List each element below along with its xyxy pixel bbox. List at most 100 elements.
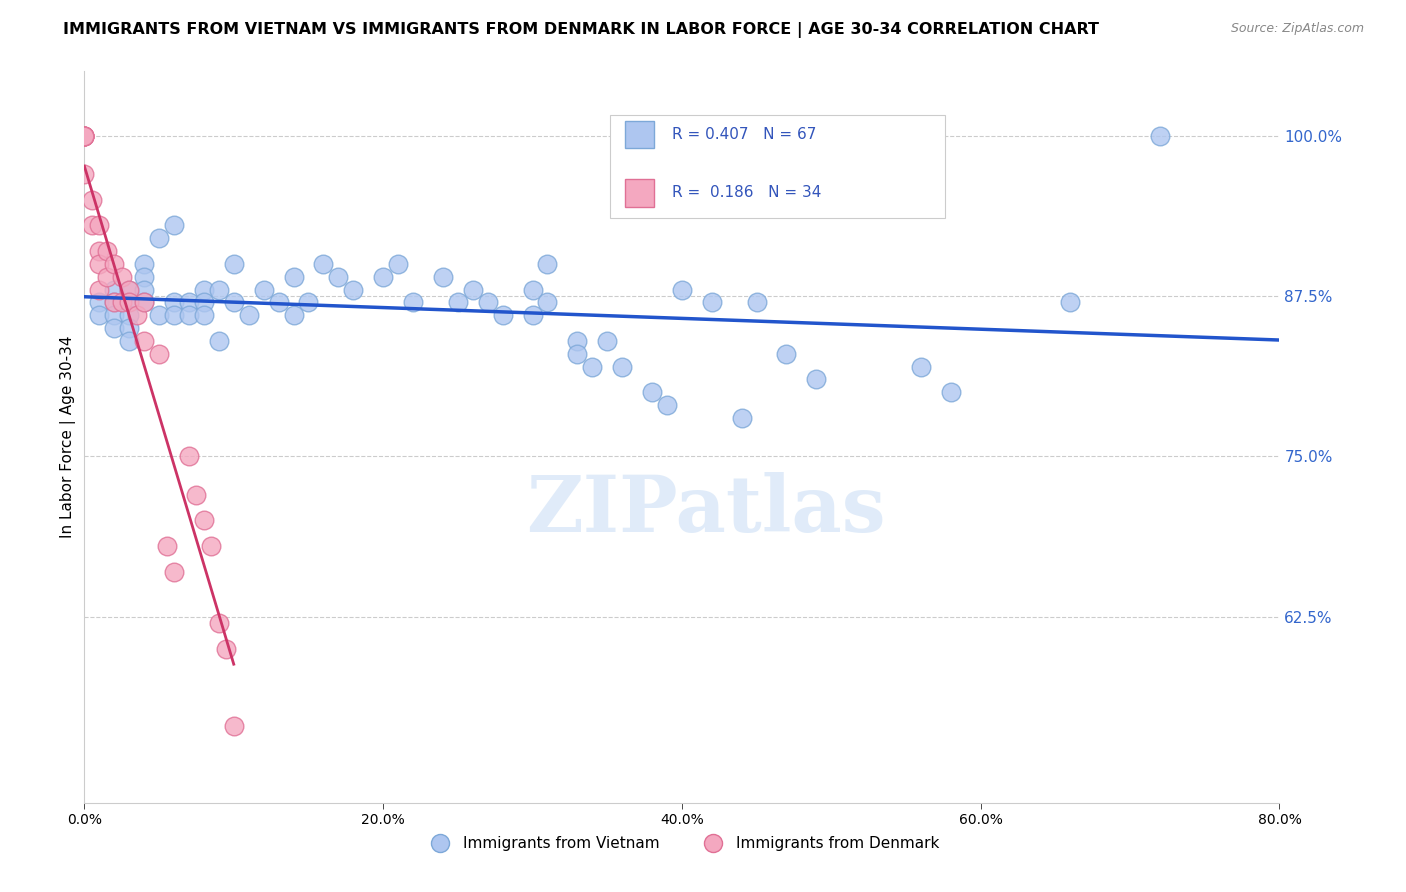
Point <box>163 565 186 579</box>
Point <box>200 539 222 553</box>
Point <box>939 385 962 400</box>
Point <box>155 539 177 553</box>
Point <box>103 283 125 297</box>
Point <box>96 269 118 284</box>
Legend: Immigrants from Vietnam, Immigrants from Denmark: Immigrants from Vietnam, Immigrants from… <box>419 830 945 857</box>
Point <box>111 295 134 310</box>
Point <box>125 308 148 322</box>
Point <box>536 257 558 271</box>
Point <box>103 321 125 335</box>
Point <box>118 334 141 348</box>
Point <box>118 283 141 297</box>
Point <box>132 295 156 310</box>
Point <box>477 295 499 310</box>
Point <box>731 410 754 425</box>
Point <box>193 514 215 528</box>
Text: IMMIGRANTS FROM VIETNAM VS IMMIGRANTS FROM DENMARK IN LABOR FORCE | AGE 30-34 CO: IMMIGRANTS FROM VIETNAM VS IMMIGRANTS FR… <box>63 22 1099 38</box>
Point <box>73 167 96 181</box>
Point <box>238 308 260 322</box>
Point <box>655 398 678 412</box>
Point <box>1149 128 1171 143</box>
Point <box>103 257 125 271</box>
Point <box>118 295 141 310</box>
Point <box>132 283 156 297</box>
Point <box>387 257 409 271</box>
Point <box>283 269 305 284</box>
Point <box>596 334 619 348</box>
Text: R =  0.186   N = 34: R = 0.186 N = 34 <box>672 186 821 201</box>
Point <box>208 283 231 297</box>
Point <box>111 269 134 284</box>
Point <box>222 257 245 271</box>
Point <box>193 283 215 297</box>
Point <box>328 269 350 284</box>
Point <box>80 219 103 233</box>
Point <box>567 334 589 348</box>
Point <box>118 308 141 322</box>
Point <box>193 295 215 310</box>
Point <box>806 372 828 386</box>
Point <box>215 641 238 656</box>
Text: ZIPatlas: ZIPatlas <box>526 472 886 549</box>
Point <box>700 295 723 310</box>
Point <box>910 359 932 374</box>
Point <box>118 295 141 310</box>
Point <box>118 283 141 297</box>
Point <box>103 308 125 322</box>
Point <box>73 128 96 143</box>
Point <box>186 488 208 502</box>
Point <box>163 308 186 322</box>
Point <box>492 308 515 322</box>
Point <box>132 269 156 284</box>
Point <box>103 295 125 310</box>
Point <box>73 128 96 143</box>
Point <box>193 308 215 322</box>
Point <box>447 295 470 310</box>
Bar <box>624 120 654 148</box>
Point <box>342 283 364 297</box>
Point <box>89 257 111 271</box>
Point <box>522 283 544 297</box>
Point <box>208 616 231 631</box>
Point <box>148 308 170 322</box>
Point <box>612 359 634 374</box>
Point <box>177 295 200 310</box>
Point <box>536 295 558 310</box>
Point <box>177 308 200 322</box>
Point <box>73 128 96 143</box>
Point <box>118 321 141 335</box>
Point <box>177 450 200 464</box>
Point <box>283 308 305 322</box>
Point <box>567 346 589 360</box>
Point <box>522 308 544 322</box>
Text: R = 0.407   N = 67: R = 0.407 N = 67 <box>672 127 817 142</box>
Point <box>132 295 156 310</box>
Point <box>1059 295 1081 310</box>
Point <box>297 295 319 310</box>
Point <box>671 283 693 297</box>
Point <box>373 269 395 284</box>
Text: Source: ZipAtlas.com: Source: ZipAtlas.com <box>1230 22 1364 36</box>
Point <box>89 244 111 258</box>
Point <box>267 295 290 310</box>
Point <box>73 128 96 143</box>
Point <box>432 269 454 284</box>
Point <box>89 308 111 322</box>
Point <box>745 295 768 310</box>
Point <box>208 334 231 348</box>
Point <box>132 257 156 271</box>
Bar <box>624 179 654 207</box>
Point <box>253 283 276 297</box>
Point <box>89 295 111 310</box>
Point <box>222 295 245 310</box>
Point <box>641 385 664 400</box>
Point <box>73 128 96 143</box>
Point <box>581 359 603 374</box>
Point <box>775 346 797 360</box>
Point <box>103 295 125 310</box>
Bar <box>610 115 945 218</box>
Point <box>148 231 170 245</box>
Point <box>96 244 118 258</box>
Point <box>80 193 103 207</box>
Point <box>89 283 111 297</box>
